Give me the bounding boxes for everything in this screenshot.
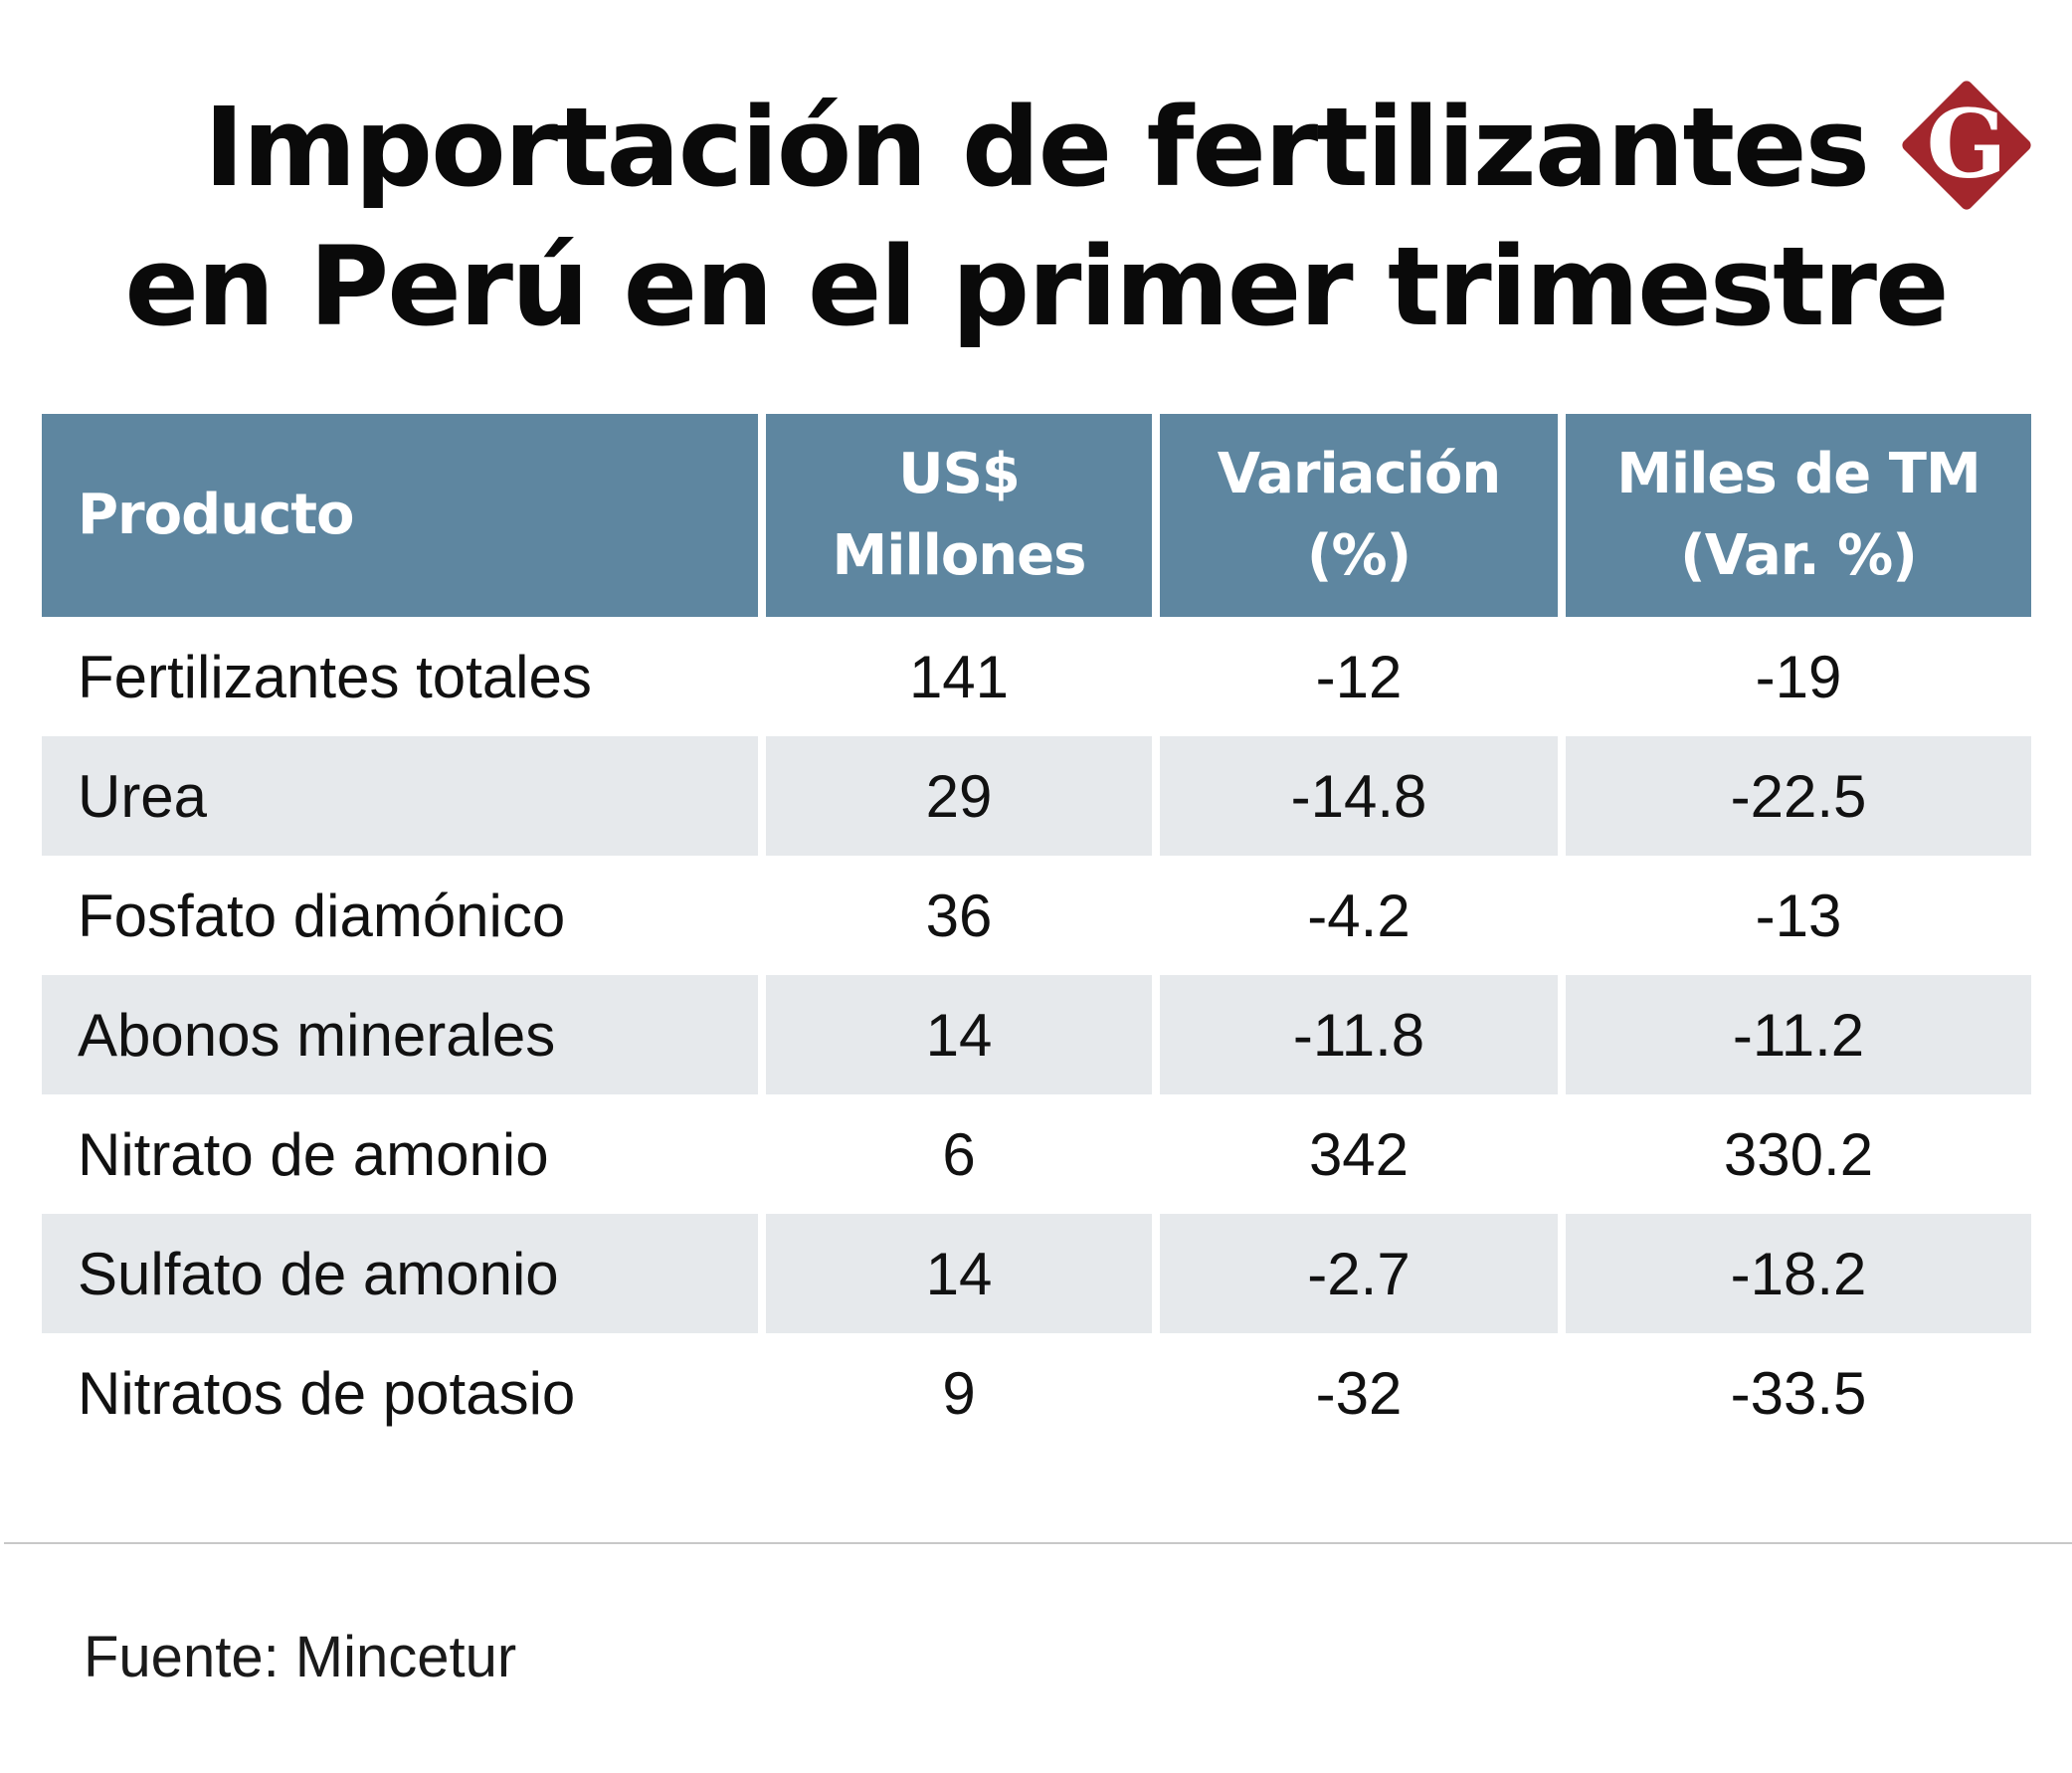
table-row: Fertilizantes totales 141 -12 -19 (42, 617, 2031, 736)
table-row: Nitratos de potasio 9 -32 -33.5 (42, 1333, 2031, 1453)
table-cell-variacion: 342 (1308, 1120, 1410, 1188)
source-note: Fuente: Mincetur (84, 1625, 517, 1689)
table-cell-producto: Abonos minerales (42, 975, 758, 1094)
header-label-usd-millones: US$ Millones (832, 434, 1087, 597)
table-cell-miles-tm: -13 (1755, 882, 1842, 949)
table-cell-usd-millones: 29 (766, 736, 1152, 856)
table-cell-variacion: -12 (1315, 643, 1403, 710)
header-label-variacion: Variación (%) (1217, 434, 1501, 597)
table-cell-variacion: -4.2 (1307, 882, 1411, 949)
gestion-logo-icon: G (1902, 81, 2031, 210)
table-cell-miles-tm: -18.2 (1566, 1214, 2031, 1333)
table-row: Abonos minerales 14 -11.8 -11.2 (42, 975, 2031, 1094)
chart-title-line-2: en Perú en el primer trimestre (124, 223, 1949, 350)
fertilizer-imports-table: Producto US$ Millones Variación (%) Mile… (42, 414, 2031, 1453)
header-cell-producto: Producto (42, 414, 758, 617)
header-label-miles-tm: Miles de TM (Var. %) (1616, 434, 1980, 597)
header-label-variacion-line-1: Variación (1217, 442, 1501, 506)
table-cell-producto: Fosfato diamónico (78, 882, 566, 949)
table-cell-miles-tm: 330.2 (1723, 1120, 1874, 1188)
table-row: Sulfato de amonio 14 -2.7 -18.2 (42, 1214, 2031, 1333)
table-row: Nitrato de amonio 6 342 330.2 (42, 1094, 2031, 1214)
table-cell-usd-millones: 141 (908, 643, 1010, 710)
header-cell-usd-millones: US$ Millones (766, 414, 1152, 617)
table-cell-variacion: -2.7 (1160, 1214, 1558, 1333)
table-cell-producto: Sulfato de amonio (42, 1214, 758, 1333)
table-cell-usd-millones: 36 (925, 882, 993, 949)
table-row: Urea 29 -14.8 -22.5 (42, 736, 2031, 856)
table-body: Fertilizantes totales 141 -12 -19 Urea 29 -14.… (42, 617, 2031, 1453)
header-label-producto: Producto (78, 483, 355, 547)
table-cell-variacion: -32 (1315, 1359, 1403, 1427)
header-label-variacion-line-2: (%) (1306, 523, 1412, 588)
table-cell-producto: Nitrato de amonio (78, 1120, 549, 1188)
table-cell-usd-millones: 6 (942, 1120, 976, 1188)
table-cell-miles-tm: -19 (1755, 643, 1842, 710)
header-cell-variacion: Variación (%) (1160, 414, 1558, 617)
header-label-usd-line-1: US$ (898, 442, 1021, 506)
table-cell-usd-millones: 14 (766, 975, 1152, 1094)
chart-title: Importación de fertilizantes en Perú en … (0, 78, 2072, 356)
table-row: Fosfato diamónico 36 -4.2 -13 (42, 856, 2031, 975)
header-label-miles-tm-line-1: Miles de TM (1616, 442, 1980, 506)
table-cell-variacion: -14.8 (1160, 736, 1558, 856)
table-cell-variacion: -11.8 (1160, 975, 1558, 1094)
header-label-usd-line-2: Millones (832, 523, 1087, 588)
table-cell-producto: Urea (42, 736, 758, 856)
table-header-row: Producto US$ Millones Variación (%) Mile… (42, 414, 2031, 617)
table-cell-usd-millones: 9 (942, 1359, 976, 1427)
table-cell-producto: Nitratos de potasio (78, 1359, 576, 1427)
header-cell-miles-tm: Miles de TM (Var. %) (1566, 414, 2031, 617)
header-label-miles-tm-line-2: (Var. %) (1680, 523, 1918, 588)
table-cell-usd-millones: 14 (766, 1214, 1152, 1333)
chart-title-line-1: Importación de fertilizantes (203, 84, 1870, 211)
table-cell-producto: Fertilizantes totales (78, 643, 592, 710)
table-cell-miles-tm: -22.5 (1566, 736, 2031, 856)
table-cell-miles-tm: -33.5 (1730, 1359, 1867, 1427)
logo-letter: G (1927, 90, 2007, 200)
table-cell-miles-tm: -11.2 (1566, 975, 2031, 1094)
footer-divider (4, 1542, 2072, 1544)
